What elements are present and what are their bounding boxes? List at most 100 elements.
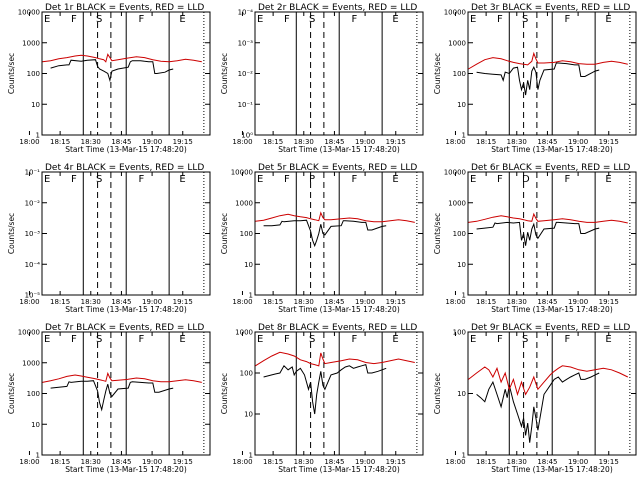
x-tick-label: 18:30 xyxy=(507,458,527,466)
series-line-lld xyxy=(468,212,628,224)
x-tick-label: 18:45 xyxy=(324,138,344,146)
state-letter: E xyxy=(470,14,476,25)
x-tick-label: 19:15 xyxy=(386,298,406,306)
panel-title: Det 9r BLACK = Events, RED = LLD xyxy=(471,323,630,333)
x-tick-label: 18:00 xyxy=(19,298,39,306)
y-tick-label: 100 xyxy=(27,70,40,78)
state-letter: F xyxy=(564,14,570,25)
y-tick-label: 10 xyxy=(31,421,40,429)
state-letter: S xyxy=(522,334,528,345)
x-tick-label: 18:30 xyxy=(81,138,101,146)
x-tick-label: 18:45 xyxy=(537,298,557,306)
panel-title: Det 3r BLACK = Events, RED = LLD xyxy=(471,3,630,13)
x-tick-label: 18:45 xyxy=(111,458,131,466)
y-tick-label: 10⁻³ xyxy=(238,39,254,47)
series-line-events xyxy=(476,62,600,96)
x-tick-label: 18:15 xyxy=(263,458,283,466)
panel-det-1r: Det 1r BLACK = Events, RED = LLD 1 10 100 10… xyxy=(7,3,211,154)
state-letter: F xyxy=(138,174,144,185)
x-axis-label: Start Time (13-Mar-15 17:48:20) xyxy=(65,145,187,154)
y-tick-label: 10⁻¹ xyxy=(25,169,41,177)
x-tick-label: 19:15 xyxy=(599,458,619,466)
state-letter: F xyxy=(497,334,503,345)
state-letter: S xyxy=(309,334,315,345)
y-axis-label: Counts/sec xyxy=(220,213,229,254)
panel-det-8r: Det 8r BLACK = Events, RED = LLD 1 10 100 10… xyxy=(220,323,424,474)
x-tick-label: 19:00 xyxy=(355,138,375,146)
state-letter: F xyxy=(351,174,357,185)
x-tick-label: 19:00 xyxy=(568,298,588,306)
y-tick-label: 1000 xyxy=(235,329,253,337)
x-tick-label: 18:00 xyxy=(232,138,252,146)
y-axis-label: Counts/sec xyxy=(7,373,16,414)
y-tick-label: 1 xyxy=(36,452,40,460)
state-letter: S xyxy=(96,174,102,185)
y-tick-label: 1000 xyxy=(22,359,40,367)
y-axis-label: Counts/sec xyxy=(220,373,229,414)
y-tick-label: 10 xyxy=(244,261,253,269)
state-letter: E xyxy=(44,174,50,185)
x-tick-label: 18:45 xyxy=(111,138,131,146)
x-tick-label: 18:00 xyxy=(445,138,465,146)
y-tick-label: 10000 xyxy=(18,329,40,337)
y-tick-label: 1 xyxy=(462,132,466,140)
y-tick-label: 10⁻¹ xyxy=(238,101,254,109)
state-letter: S xyxy=(96,14,102,25)
y-tick-label: 10000 xyxy=(444,169,466,177)
panel-title: Det 5r BLACK = Events, RED = LLD xyxy=(258,163,417,173)
y-tick-label: 1000 xyxy=(235,199,253,207)
x-tick-label: 18:30 xyxy=(81,298,101,306)
y-axis-label: Counts/sec xyxy=(7,53,16,94)
y-tick-label: 10⁻⁵ xyxy=(25,292,41,300)
state-letter: E xyxy=(44,334,50,345)
state-letter: S xyxy=(96,334,102,345)
y-tick-label: 10 xyxy=(457,101,466,109)
x-tick-label: 18:15 xyxy=(263,298,283,306)
y-tick-label: 10 xyxy=(457,261,466,269)
y-axis-label: Counts/sec xyxy=(433,373,442,414)
x-tick-label: 18:30 xyxy=(294,298,314,306)
state-letter: F xyxy=(497,14,503,25)
y-tick-label: 10 xyxy=(457,390,466,398)
panel-det-9r: Det 9r BLACK = Events, RED = LLD 1 10 100 18… xyxy=(433,323,637,474)
state-letter: E xyxy=(392,14,398,25)
y-tick-label: 100 xyxy=(240,230,253,238)
y-tick-label: 10 xyxy=(244,411,253,419)
series-line-lld xyxy=(42,53,202,63)
state-letter: E xyxy=(605,14,611,25)
y-tick-label: 1000 xyxy=(448,39,466,47)
state-letter: F xyxy=(284,174,290,185)
y-axis-label: Counts/sec xyxy=(7,213,16,254)
panel-title: Det 2r BLACK = Events, RED = LLD xyxy=(258,3,417,13)
state-letter: E xyxy=(257,174,263,185)
y-tick-label: 10⁰ xyxy=(241,132,253,140)
state-letter: D xyxy=(522,174,530,185)
state-letter: F xyxy=(284,14,290,25)
y-tick-label: 1 xyxy=(462,292,466,300)
x-axis-label: Start Time (13-Mar-15 17:48:20) xyxy=(491,145,613,154)
y-tick-label: 100 xyxy=(453,70,466,78)
x-tick-label: 18:15 xyxy=(476,298,496,306)
state-letter: E xyxy=(605,174,611,185)
series-line-lld xyxy=(255,211,415,223)
x-tick-label: 18:15 xyxy=(50,298,70,306)
y-axis-label: Counts/sec xyxy=(433,213,442,254)
series-line-events xyxy=(50,59,174,83)
x-tick-label: 18:45 xyxy=(111,298,131,306)
panel-title: Det 1r BLACK = Events, RED = LLD xyxy=(45,3,204,13)
y-tick-label: 100 xyxy=(27,390,40,398)
x-tick-label: 18:15 xyxy=(476,138,496,146)
x-axis-label: Start Time (13-Mar-15 17:48:20) xyxy=(65,305,187,314)
y-tick-label: 10000 xyxy=(18,9,40,17)
series-line-lld xyxy=(468,51,628,70)
state-letter: E xyxy=(470,174,476,185)
y-tick-label: 1 xyxy=(249,452,253,460)
state-letter: F xyxy=(497,174,503,185)
x-tick-label: 19:00 xyxy=(355,458,375,466)
x-tick-label: 19:00 xyxy=(142,138,162,146)
series-line-lld xyxy=(42,371,202,383)
x-tick-label: 18:30 xyxy=(81,458,101,466)
series-line-events xyxy=(50,380,174,412)
x-tick-label: 18:45 xyxy=(324,458,344,466)
